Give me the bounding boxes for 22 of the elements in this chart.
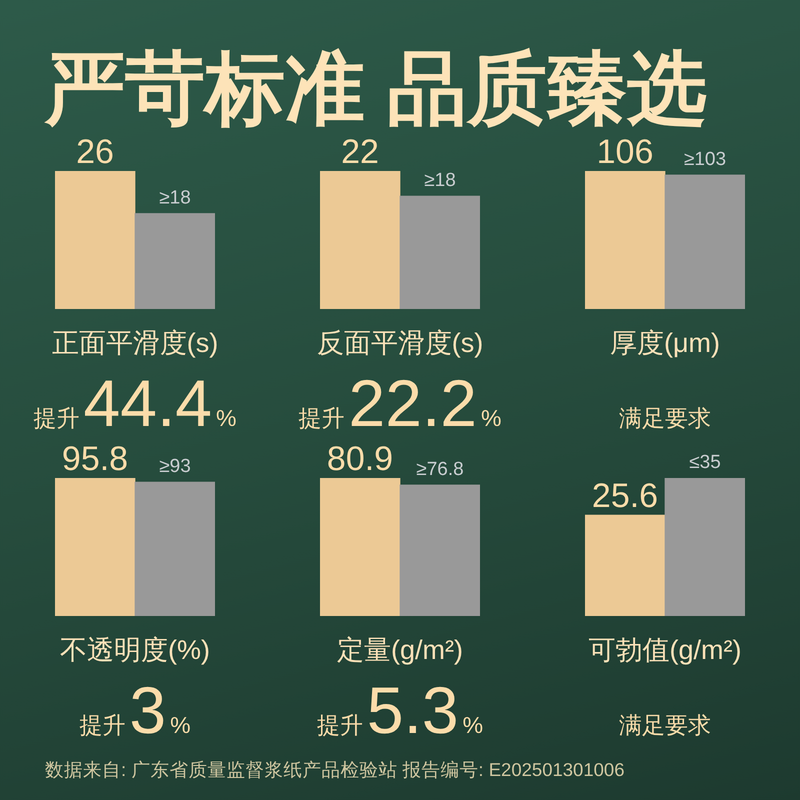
text: 满足要求 (619, 712, 711, 738)
x-axis-title: 定量(g/m²) (336, 634, 464, 666)
data-label: ≤35 (689, 452, 721, 473)
x-axis-title: 不透明度(%) (59, 634, 211, 666)
data-label: 25.6 (592, 477, 658, 516)
x-axis-title: 反面平滑度(s) (316, 327, 484, 359)
data-label: ≥93 (159, 456, 191, 478)
text: 满足要求 (619, 405, 711, 431)
text: 数据来自: 广东省质量监督浆纸产品检验站 报告编号: E202501301006 (45, 758, 625, 782)
data-label: ≥103 (684, 148, 726, 170)
x-axis-title: 正面平滑度(s) (50, 327, 220, 359)
data-label: ≥76.8 (416, 458, 464, 480)
data-label: 95.8 (62, 440, 128, 478)
data-label: ≥18 (159, 187, 191, 208)
data-label: 26 (76, 133, 114, 171)
x-axis-title: 厚度(μm) (608, 327, 722, 359)
data-label: 106 (596, 133, 654, 171)
x-axis-title: 可勃值(g/m²) (588, 634, 742, 666)
text: 严苛标准 品质臻选 (45, 44, 708, 134)
data-label: 80.9 (326, 440, 394, 478)
data-label: 22 (341, 133, 379, 171)
data-label: ≥18 (424, 170, 456, 192)
